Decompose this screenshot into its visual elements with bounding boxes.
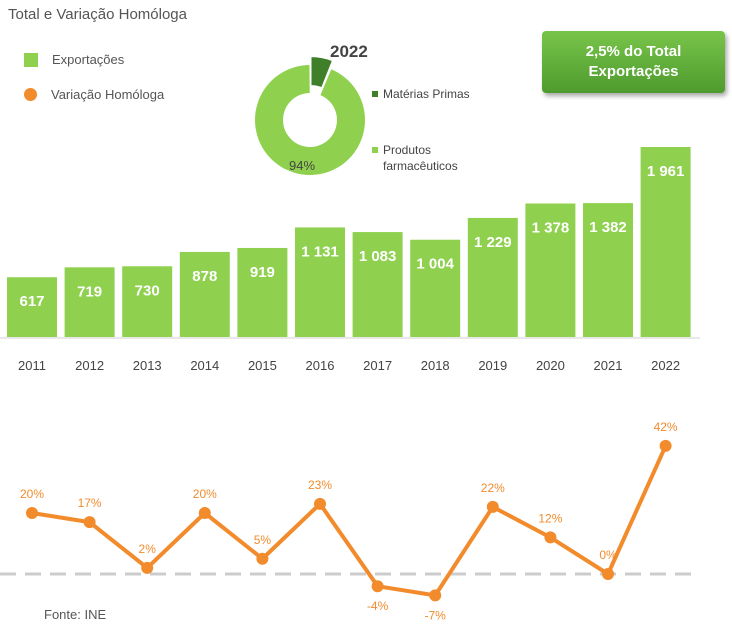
bar-2019 xyxy=(467,217,518,337)
bar-value-label: 1 382 xyxy=(589,219,627,236)
bar-2014 xyxy=(179,251,230,337)
source-note: Fonte: INE xyxy=(44,607,107,622)
x-tick-label: 2017 xyxy=(363,358,392,373)
bar-value-label: 919 xyxy=(250,264,275,281)
x-tick-label: 2014 xyxy=(190,358,219,373)
variation-line xyxy=(31,445,668,598)
variation-point-2016 xyxy=(314,497,326,510)
variation-value-label: 5% xyxy=(254,533,272,547)
x-tick-label: 2016 xyxy=(306,358,335,373)
variation-value-label: 2% xyxy=(139,542,157,556)
donut-legend-swatch xyxy=(372,147,378,153)
bar-2022 xyxy=(640,147,691,337)
variation-value-label: 22% xyxy=(481,481,505,495)
variation-point-2021 xyxy=(602,568,614,580)
x-tick-label: 2021 xyxy=(594,358,623,373)
variation-point-2012 xyxy=(83,516,96,529)
share-callout: 2,5% do Total Exportações xyxy=(542,31,725,93)
variation-value-label: -4% xyxy=(367,599,389,613)
variation-value-label: 0% xyxy=(599,548,617,562)
bar-value-label: 1 004 xyxy=(416,256,454,273)
x-tick-label: 2011 xyxy=(18,358,46,373)
bar-2021 xyxy=(583,203,633,337)
variation-value-label: 23% xyxy=(308,478,332,492)
donut-slice-materias-primas xyxy=(311,57,332,88)
variation-point-2020 xyxy=(544,531,557,544)
x-tick-label: 2015 xyxy=(248,358,277,373)
legend-variation: Variação Homóloga xyxy=(24,87,164,102)
donut-legend-label: Produtos farmacêuticos xyxy=(383,143,458,173)
bar-2018 xyxy=(410,239,461,337)
x-tick-label: 2022 xyxy=(651,358,680,373)
legend-swatch-dot xyxy=(24,88,37,101)
variation-point-2017 xyxy=(371,580,384,593)
donut-title: 2022 xyxy=(330,42,368,61)
donut-legend-swatch xyxy=(372,91,378,97)
legend-swatch-square xyxy=(24,52,38,67)
bar-2015 xyxy=(237,247,288,337)
share-callout-text: 2,5% do Total Exportações xyxy=(585,43,682,80)
bar-value-label: 1 961 xyxy=(647,163,685,180)
bar-2013 xyxy=(122,266,173,337)
x-tick-label: 2018 xyxy=(421,358,450,373)
variation-point-2011 xyxy=(26,507,38,519)
bar-value-label: 617 xyxy=(19,293,44,310)
variation-value-label: 42% xyxy=(654,420,678,434)
variation-value-label: 20% xyxy=(20,487,44,501)
bar-value-label: 719 xyxy=(77,283,102,300)
legend-variation-label: Variação Homóloga xyxy=(51,87,165,102)
donut-legend-label-line: farmacêuticos xyxy=(383,159,458,173)
x-tick-label: 2012 xyxy=(75,358,104,373)
x-tick-label: 2013 xyxy=(133,358,162,373)
chart-title: Total e Variação Homóloga xyxy=(8,6,187,23)
x-tick-label: 2020 xyxy=(536,358,565,373)
bar-value-label: 1 378 xyxy=(532,219,570,236)
donut-legend-label-line: Produtos xyxy=(383,143,431,157)
bar-2011 xyxy=(7,277,57,337)
donut-legend-label: Matérias Primas xyxy=(383,87,470,101)
bar-2016 xyxy=(295,227,345,337)
variation-point-2018 xyxy=(429,589,442,602)
bar-value-label: 1 083 xyxy=(359,248,397,265)
legend-exports: Exportações xyxy=(24,52,124,67)
variation-point-2014 xyxy=(198,507,211,519)
bar-2017 xyxy=(352,232,403,337)
x-tick-label: 2019 xyxy=(478,358,507,373)
variation-value-label: 20% xyxy=(193,487,217,501)
donut-slice-produtos-farmaceuticos xyxy=(254,65,365,176)
bar-2012 xyxy=(64,267,115,337)
bar-value-label: 1 131 xyxy=(301,243,339,260)
bar-2020 xyxy=(525,203,576,337)
variation-point-2013 xyxy=(141,561,154,574)
variation-value-label: 17% xyxy=(78,496,102,510)
variation-point-2015 xyxy=(256,552,269,565)
variation-value-label: 12% xyxy=(538,511,562,525)
variation-value-label: -7% xyxy=(425,608,447,622)
bar-value-label: 1 229 xyxy=(474,234,512,251)
bar-value-label: 878 xyxy=(192,268,217,285)
donut-percent-label: 94% xyxy=(289,158,315,173)
bar-value-label: 730 xyxy=(135,282,160,299)
variation-point-2022 xyxy=(659,439,672,452)
variation-point-2019 xyxy=(486,500,499,513)
legend-exports-label: Exportações xyxy=(52,52,125,67)
